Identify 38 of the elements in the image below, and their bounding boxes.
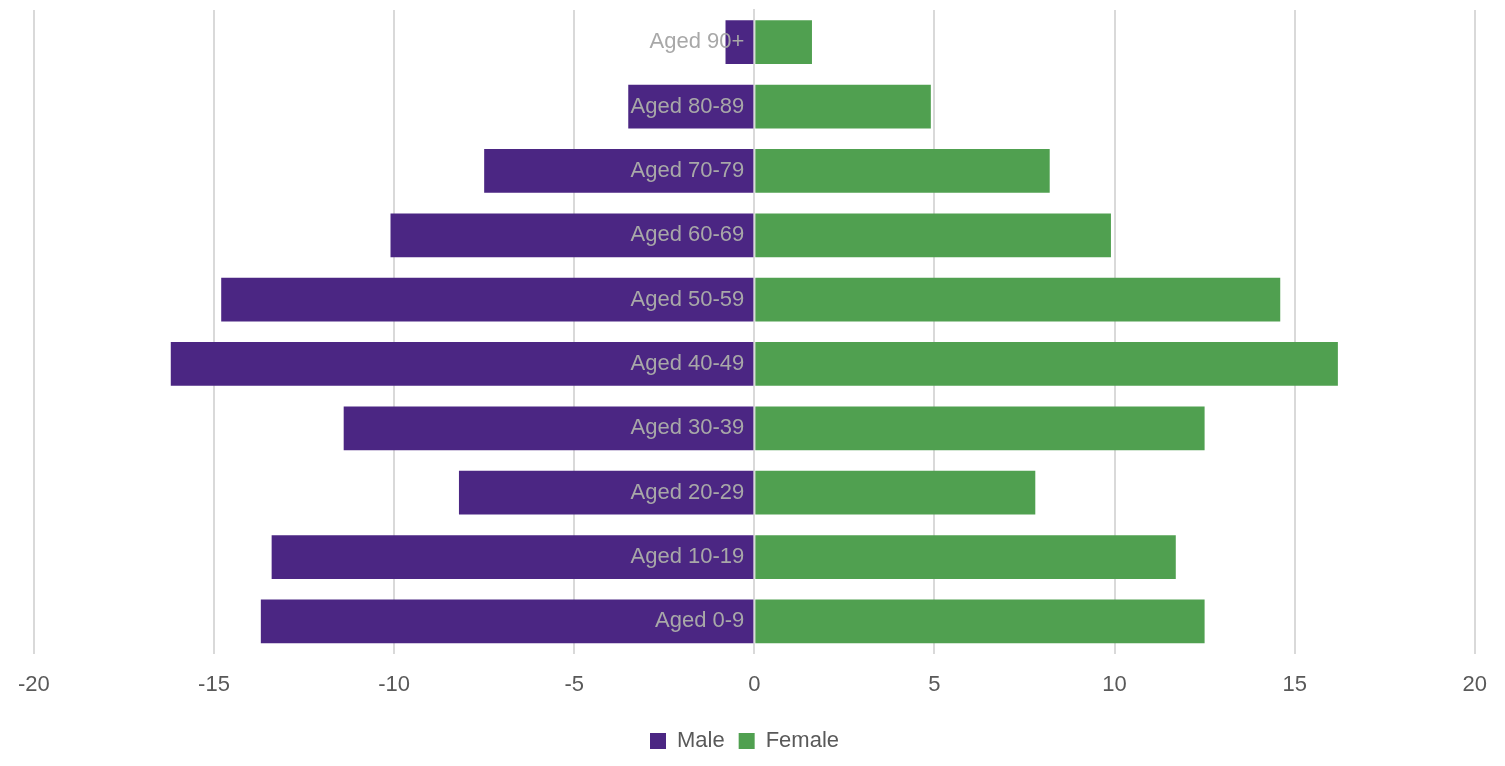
legend-label: Male <box>676 727 725 753</box>
bar <box>755 84 931 129</box>
bar <box>458 470 754 515</box>
y-tick-label: Aged 20-29 <box>630 478 745 504</box>
bar <box>390 213 754 258</box>
bar <box>755 599 1205 644</box>
x-tick-label: 20 <box>1462 670 1488 696</box>
x-tick-label: -20 <box>18 670 50 696</box>
x-tick-label: 0 <box>748 670 761 696</box>
bar <box>755 535 1176 579</box>
bar <box>170 342 754 386</box>
bar <box>755 213 1111 258</box>
x-tick-label: -10 <box>378 670 411 696</box>
y-tick-label: Aged 60-69 <box>630 221 745 247</box>
bar <box>755 20 812 65</box>
x-tick-label: 10 <box>1102 670 1127 696</box>
bar <box>343 406 754 451</box>
y-tick-label: Aged 30-39 <box>630 414 745 440</box>
bar <box>221 277 754 322</box>
bar <box>755 406 1205 451</box>
bar <box>260 599 754 644</box>
x-tick-label: -5 <box>564 670 584 696</box>
y-tick-label: Aged 0-9 <box>655 607 745 633</box>
y-tick-label: Aged 50-59 <box>630 285 745 311</box>
bar <box>755 342 1338 386</box>
x-tick-label: 15 <box>1282 670 1307 696</box>
y-tick-label: Aged 40-49 <box>630 350 745 376</box>
bar <box>271 535 754 579</box>
y-tick-label: Aged 10-19 <box>630 543 745 569</box>
bar <box>755 277 1281 322</box>
bar <box>755 470 1036 515</box>
bar <box>484 149 754 193</box>
x-tick-label: -15 <box>198 670 230 696</box>
bar <box>755 149 1050 193</box>
x-tick-label: 5 <box>928 670 941 696</box>
legend-label: Female <box>765 727 840 753</box>
y-tick-label: Aged 70-79 <box>630 156 745 182</box>
y-tick-label: Aged 80-89 <box>630 92 745 118</box>
